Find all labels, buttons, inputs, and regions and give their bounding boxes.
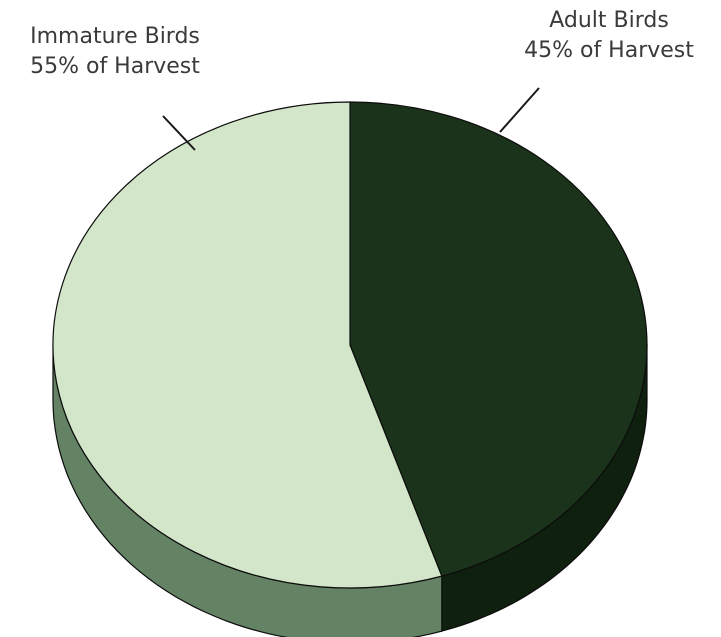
slice-label-adult-birds: Adult Birds 45% of Harvest — [494, 6, 721, 66]
slice-label-name: Immature Birds — [30, 24, 200, 49]
pie-slice-adult-birds — [349, 101, 648, 577]
slice-label-name: Adult Birds — [549, 8, 669, 33]
leader-line-immature-birds — [162, 115, 196, 151]
slice-label-immature-birds: Immature Birds 55% of Harvest — [0, 22, 230, 82]
pie-slice-immature-birds — [52, 101, 443, 589]
leader-line-adult-birds — [499, 87, 540, 133]
pie-leader-lines — [162, 87, 540, 151]
pie-top-slices — [52, 101, 648, 589]
slice-label-caption: 45% of Harvest — [524, 38, 694, 63]
slice-label-caption: 55% of Harvest — [30, 54, 200, 79]
